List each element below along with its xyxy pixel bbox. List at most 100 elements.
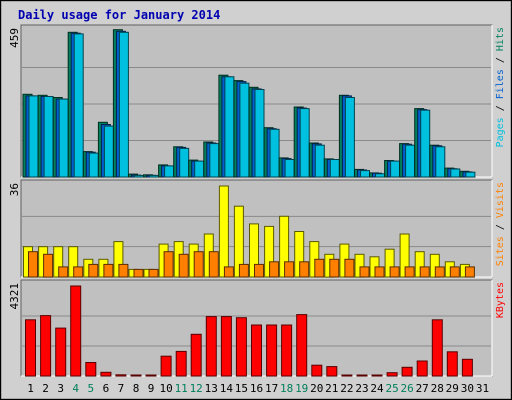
panel-hits-files-pages: 459 Pages / Files / Hits xyxy=(8,24,506,178)
axis-max-label: 459 xyxy=(8,28,21,48)
bar-kbytes-day-4 xyxy=(70,285,82,377)
bar-pages-day-21 xyxy=(329,159,340,178)
axis-max-label: 4321 xyxy=(8,283,21,310)
bar-sites-day-4 xyxy=(73,266,84,278)
panel-kbytes: 4321 KBytes xyxy=(8,279,506,377)
bar-sites-day-8 xyxy=(133,268,144,278)
bar-sites-day-25 xyxy=(389,266,400,278)
bar-kbytes-day-14 xyxy=(220,316,232,377)
bar-kbytes-day-18 xyxy=(281,324,293,377)
bar-pages-day-10 xyxy=(164,165,175,178)
bar-pages-day-8 xyxy=(134,174,144,178)
x-tick-label: 14 xyxy=(220,382,234,395)
bar-pages-day-12 xyxy=(194,160,205,178)
bar-pages-day-25 xyxy=(390,160,401,178)
bar-sites-day-9 xyxy=(148,268,159,278)
bar-sites-day-27 xyxy=(419,266,430,278)
x-tick-label: 5 xyxy=(87,382,94,395)
bar-sites-day-10 xyxy=(163,251,174,278)
bar-pages-day-16 xyxy=(254,89,265,178)
x-tick-label: 13 xyxy=(205,382,218,395)
bar-sites-day-14 xyxy=(223,266,234,278)
bar-pages-day-7 xyxy=(118,31,129,178)
bar-kbytes-day-30 xyxy=(461,358,473,377)
side-legend: Pages / Files / Hits xyxy=(495,27,506,147)
side-legend-part: Sites xyxy=(495,236,506,266)
x-tick-label: 12 xyxy=(190,382,203,395)
x-tick-label: 31 xyxy=(476,382,489,395)
x-tick-label: 26 xyxy=(400,382,413,395)
bar-kbytes-day-28 xyxy=(431,319,443,377)
bar-kbytes-day-11 xyxy=(175,350,187,377)
bar-pages-day-1 xyxy=(28,95,39,178)
bar-kbytes-day-27 xyxy=(416,360,428,377)
bar-pages-day-24 xyxy=(375,173,385,178)
bar-sites-day-24 xyxy=(374,266,385,278)
bar-sites-day-30 xyxy=(464,266,475,278)
side-legend-part: / xyxy=(495,99,506,117)
bar-sites-day-20 xyxy=(314,258,325,278)
bar-kbytes-day-10 xyxy=(160,355,172,377)
bar-sites-day-7 xyxy=(118,263,129,278)
side-legend-part: / xyxy=(495,218,506,236)
bar-sites-day-1 xyxy=(28,251,38,278)
x-tick-label: 4 xyxy=(72,382,79,395)
bar-kbytes-day-7 xyxy=(115,374,127,377)
bar-sites-day-23 xyxy=(359,266,370,278)
bar-sites-day-3 xyxy=(58,266,69,278)
x-tick-label: 6 xyxy=(103,382,110,395)
side-legend: Sites / Visits xyxy=(495,182,506,266)
x-tick-label: 2 xyxy=(42,382,49,395)
bar-kbytes-day-8 xyxy=(130,374,142,377)
bar-pages-day-27 xyxy=(420,109,431,178)
bar-kbytes-day-2 xyxy=(40,315,52,377)
bar-pages-day-6 xyxy=(103,125,114,178)
x-tick-label: 7 xyxy=(118,382,125,395)
x-tick-label: 21 xyxy=(325,382,338,395)
bar-pages-day-17 xyxy=(269,128,280,178)
bar-pages-day-15 xyxy=(239,82,250,178)
side-legend-part: Files xyxy=(495,69,506,99)
bar-pages-day-20 xyxy=(314,144,325,178)
bar-kbytes-day-22 xyxy=(341,374,353,377)
bar-sites-day-15 xyxy=(238,263,249,278)
bar-pages-day-5 xyxy=(88,152,99,178)
bar-sites-day-21 xyxy=(329,258,340,278)
bar-kbytes-day-20 xyxy=(311,364,323,377)
bar-pages-day-9 xyxy=(149,174,159,178)
bar-kbytes-day-9 xyxy=(145,374,157,377)
x-tick-label: 10 xyxy=(159,382,172,395)
x-tick-label: 30 xyxy=(461,382,474,395)
bar-sites-day-17 xyxy=(269,261,280,278)
side-legend-part: Hits xyxy=(495,27,506,51)
x-tick-label: 20 xyxy=(310,382,323,395)
panel-visits-sites: 36 Sites / Visits xyxy=(8,179,506,278)
bar-pages-day-26 xyxy=(405,144,416,178)
bar-sites-day-2 xyxy=(43,253,54,278)
axis-max-label: 36 xyxy=(8,183,21,196)
bar-kbytes-day-25 xyxy=(386,372,398,377)
bar-kbytes-day-15 xyxy=(235,317,247,377)
bar-sites-day-29 xyxy=(449,266,460,278)
bar-sites-day-13 xyxy=(208,251,219,278)
bar-pages-day-30 xyxy=(465,171,476,178)
bar-pages-day-4 xyxy=(73,33,84,178)
bar-sites-day-28 xyxy=(434,266,445,278)
bar-kbytes-day-13 xyxy=(205,316,217,377)
bar-sites-day-6 xyxy=(103,263,114,278)
bar-pages-day-19 xyxy=(299,108,310,178)
bar-pages-day-13 xyxy=(209,143,220,178)
bar-pages-day-11 xyxy=(179,147,190,178)
bar-pages-day-2 xyxy=(43,96,54,178)
bar-sites-day-12 xyxy=(193,251,204,278)
x-tick-label: 25 xyxy=(385,382,398,395)
x-tick-label: 29 xyxy=(446,382,459,395)
side-legend-part: Pages xyxy=(495,117,506,147)
x-tick-label: 9 xyxy=(148,382,155,395)
side-legend-part: / xyxy=(495,51,506,69)
bar-kbytes-day-19 xyxy=(296,314,308,377)
bar-pages-day-22 xyxy=(344,97,355,178)
x-tick-label: 1 xyxy=(27,382,34,395)
x-tick-label: 18 xyxy=(280,382,293,395)
